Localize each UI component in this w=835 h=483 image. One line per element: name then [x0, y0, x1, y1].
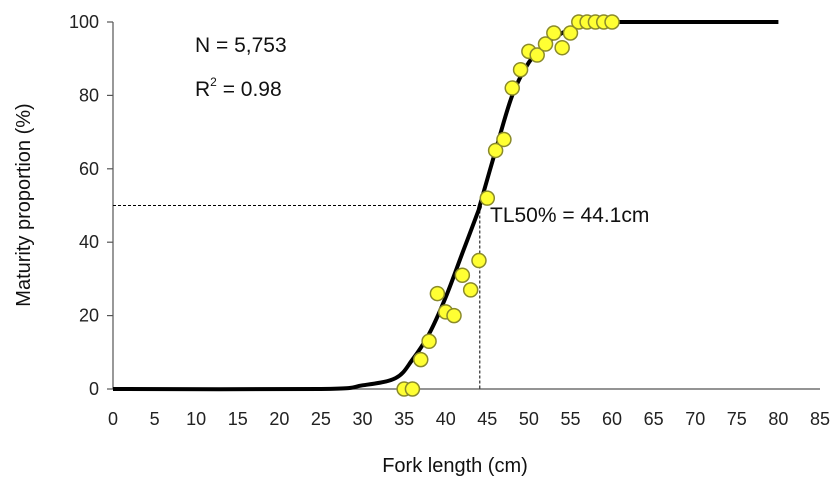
x-tick-label: 30	[353, 409, 373, 429]
l50-guides	[113, 205, 481, 389]
x-tick-label: 60	[602, 409, 622, 429]
x-tick-label: 5	[150, 409, 160, 429]
n-annotation: N = 5,753	[195, 34, 287, 57]
y-tick-label: 20	[79, 306, 99, 326]
observed-point	[413, 351, 429, 368]
observed-point	[454, 267, 471, 283]
x-tick-label: 70	[685, 409, 705, 429]
x-tick-label: 20	[269, 409, 289, 429]
x-tick-label: 25	[311, 409, 331, 429]
x-tick-label: 35	[394, 409, 414, 429]
observed-point	[562, 25, 579, 41]
observed-point	[404, 381, 421, 397]
x-tick-label: 0	[108, 409, 118, 429]
y-tick-label: 60	[79, 159, 99, 179]
x-tick-label: 80	[768, 409, 788, 429]
r2-superscript: 2	[210, 75, 217, 89]
x-tick-label: 55	[560, 409, 580, 429]
observed-point	[471, 252, 487, 269]
r2-annotation: R2 = 0.98	[195, 75, 282, 101]
observed-point	[512, 61, 529, 78]
observed-point	[604, 14, 620, 30]
observed-point	[529, 47, 545, 63]
observed-point	[546, 25, 562, 41]
y-tick-label: 100	[69, 12, 99, 32]
r2-suffix: = 0.98	[217, 78, 282, 101]
x-tick-label: 85	[810, 409, 830, 429]
x-tick-label: 40	[436, 409, 456, 429]
x-tick-label: 75	[727, 409, 747, 429]
y-tick-label: 80	[79, 85, 99, 105]
y-tick-label: 0	[89, 379, 99, 399]
observed-points	[396, 14, 620, 397]
x-tick-label: 45	[477, 409, 497, 429]
x-tick-label: 50	[519, 409, 539, 429]
x-axis-title: Fork length (cm)	[382, 455, 528, 477]
observed-point	[462, 282, 479, 298]
observed-point	[421, 333, 437, 350]
x-tick-label: 65	[644, 409, 664, 429]
tl50-annotation: TL50% = 44.1cm	[490, 204, 649, 227]
observed-point	[487, 142, 504, 159]
x-tick-labels: 0 5 10 15 20 25 30 35 40 45 50 55 60 65 70 75 80 85	[108, 409, 830, 429]
observed-point	[496, 131, 512, 148]
x-tick-label: 10	[186, 409, 206, 429]
x-tick-label: 15	[228, 409, 248, 429]
observed-point	[429, 285, 446, 302]
observed-point	[504, 80, 520, 96]
y-tick-labels: 0 20 40 60 80 100	[69, 12, 99, 399]
y-axis-title: Maturity proportion (%)	[13, 103, 35, 306]
observed-point	[537, 36, 554, 52]
y-tick-label: 40	[79, 232, 99, 252]
r2-prefix: R	[195, 78, 210, 101]
observed-point	[479, 190, 496, 206]
observed-point	[554, 39, 570, 56]
observed-point	[446, 307, 462, 324]
